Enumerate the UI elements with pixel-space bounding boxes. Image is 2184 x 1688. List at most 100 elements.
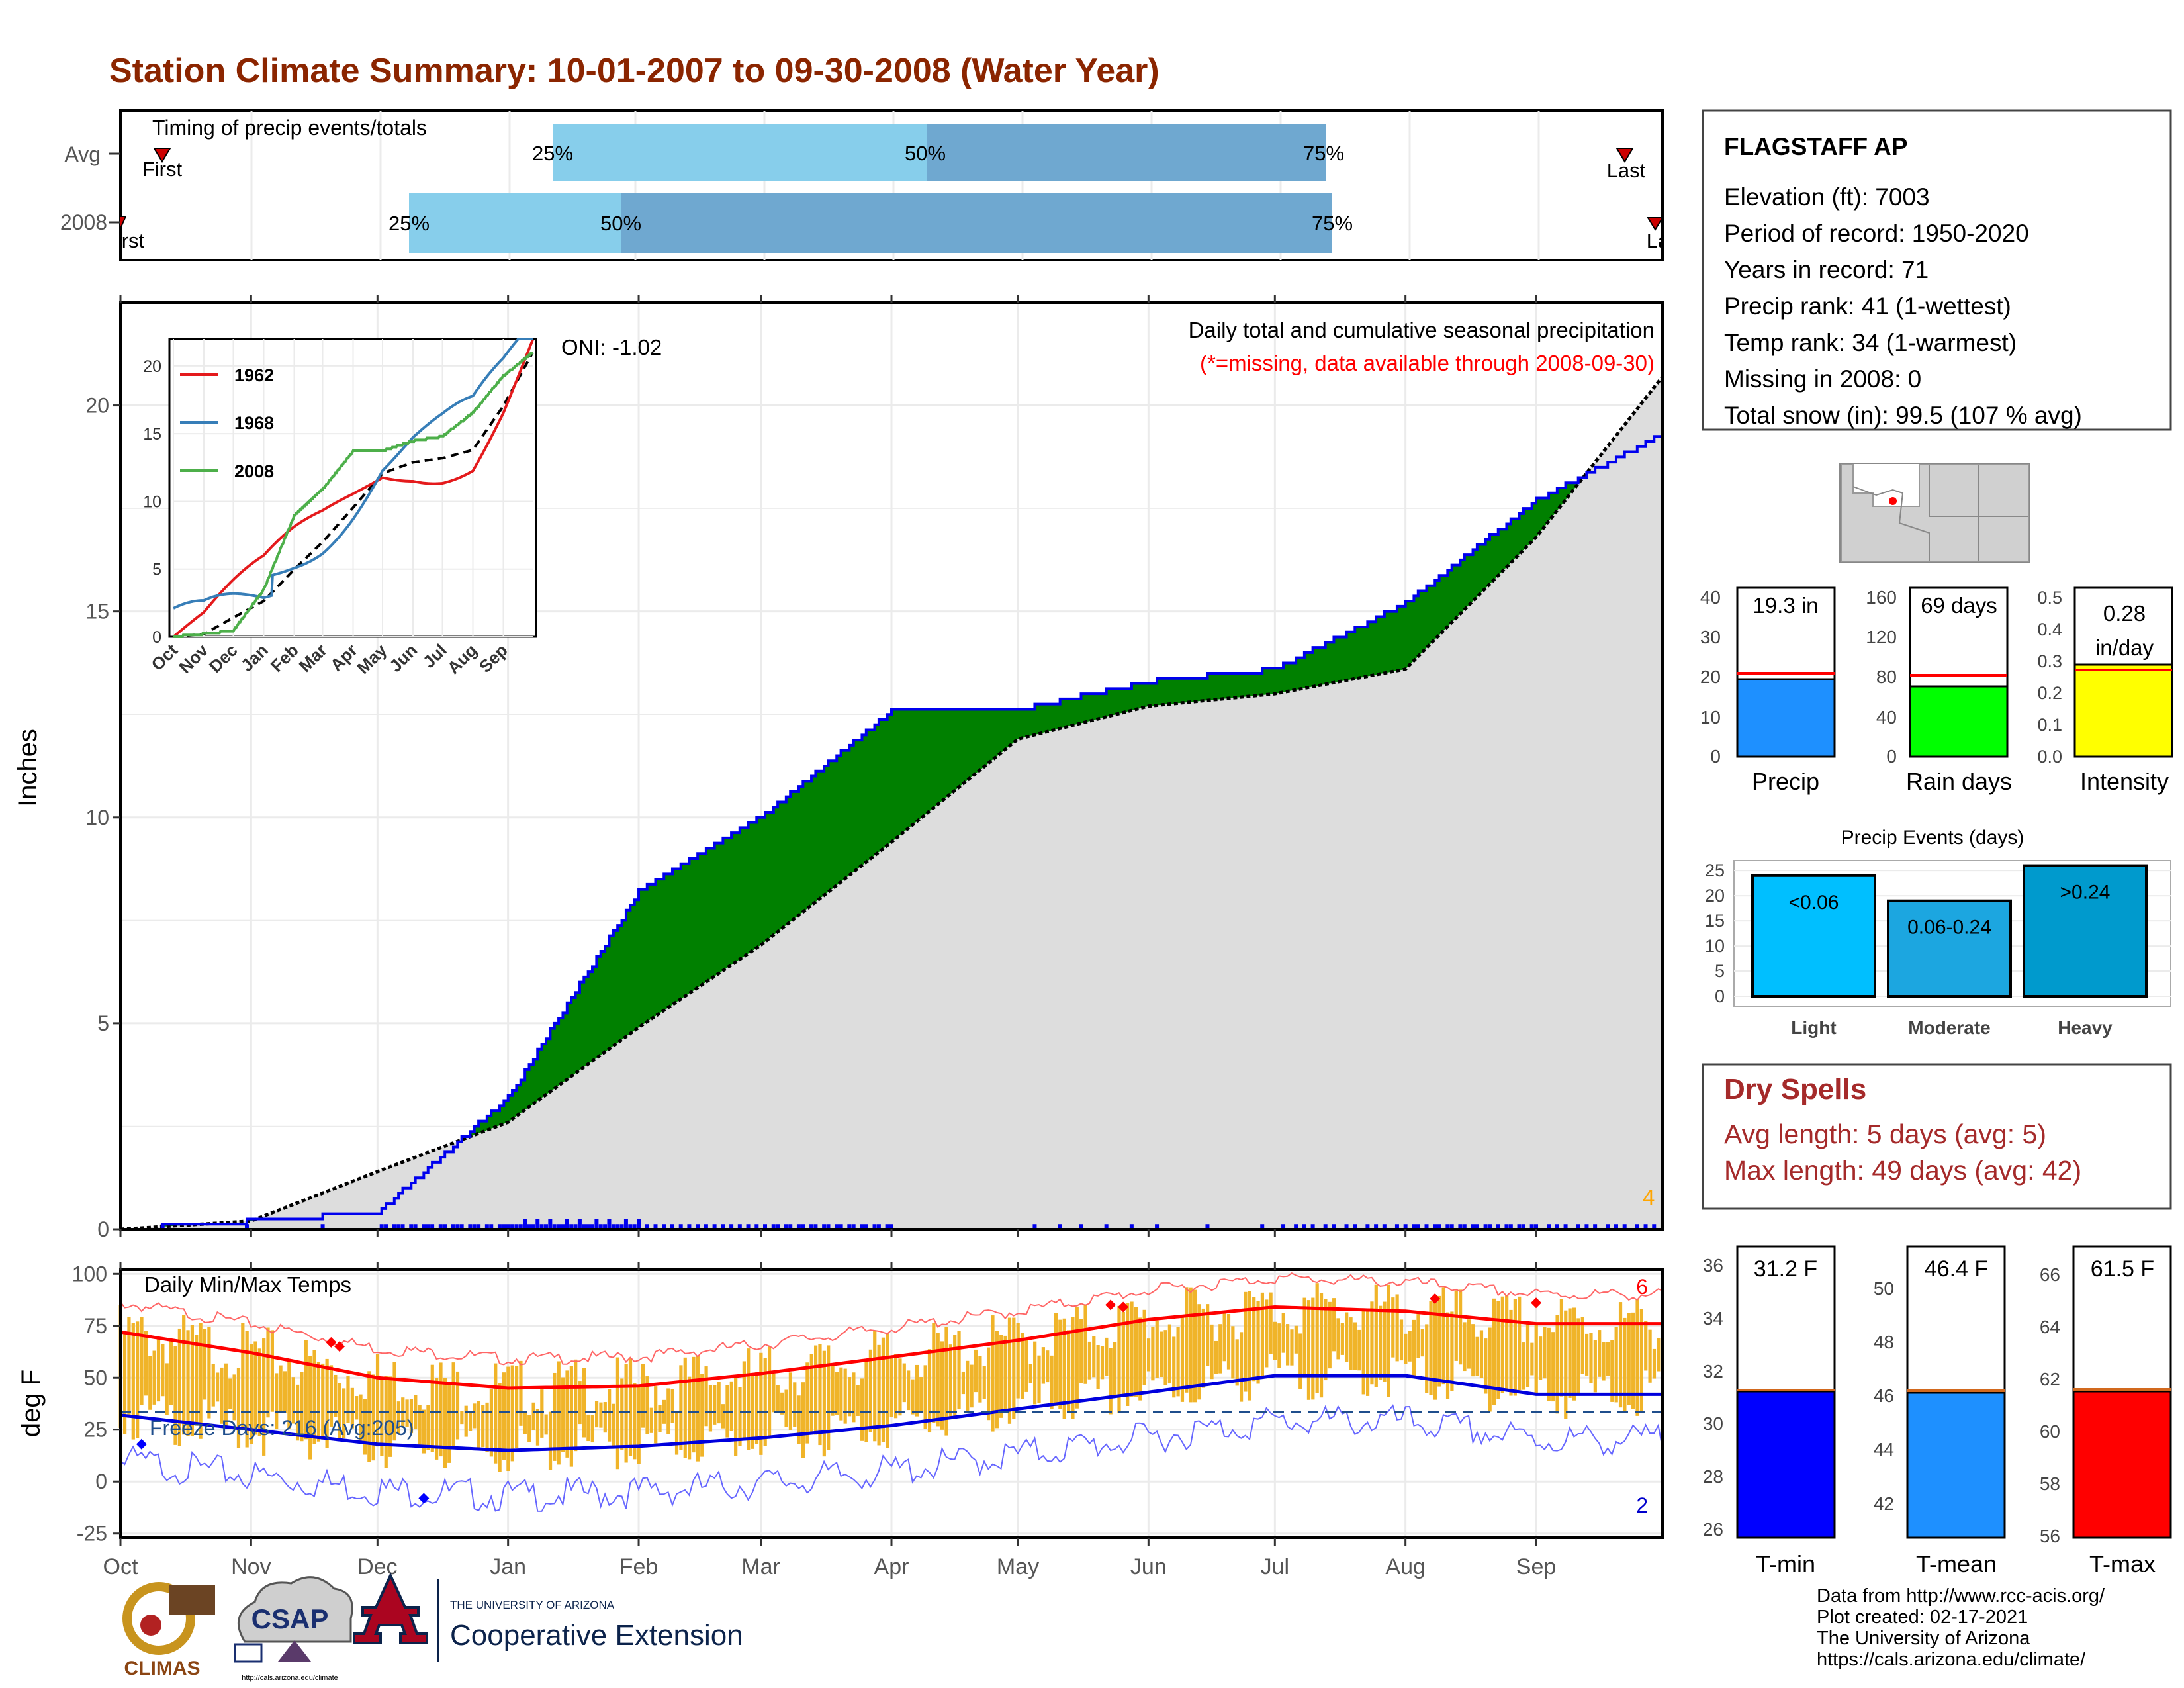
- daily-precip-bar: [864, 1224, 868, 1229]
- temp-range-bar: [1244, 1291, 1248, 1392]
- daily-precip-bar: [637, 1219, 641, 1229]
- legend-1968: 1968: [234, 413, 274, 433]
- inset-2008-line: [173, 352, 533, 638]
- daily-precip-bar: [1365, 1224, 1370, 1229]
- daily-precip-bar: [1521, 1224, 1525, 1229]
- daily-precip-bar: [771, 1224, 776, 1229]
- precip-bar: [1736, 678, 1836, 758]
- daily-precip-bar: [788, 1224, 793, 1229]
- precip-y-tick: 0: [97, 1217, 109, 1241]
- daily-precip-bar: [1424, 1224, 1429, 1229]
- temp-range-bar: [641, 1364, 645, 1428]
- temp-range-bar: [228, 1378, 232, 1409]
- daily-precip-bar: [1593, 1224, 1598, 1229]
- events-bars: <0.06 Light 0.06-0.24 Moderate >0.24 Heavy: [1751, 864, 2148, 1038]
- daily-precip-bar: [826, 1224, 831, 1229]
- temp-range-bar: [548, 1411, 553, 1470]
- temp-range-bar: [253, 1341, 257, 1435]
- daily-precip-bar: [422, 1224, 426, 1229]
- temp-range-bar: [182, 1315, 186, 1435]
- record-max-line: [120, 1272, 1663, 1366]
- temp-range-bar: [300, 1372, 304, 1442]
- temp-range-bar: [940, 1341, 944, 1430]
- daily-precip-bar: [539, 1224, 544, 1229]
- temp-range-bar: [780, 1392, 784, 1415]
- temp-range-bar: [1214, 1340, 1218, 1374]
- temp-range-bar: [1496, 1301, 1500, 1399]
- precip-y-axis: 0 5 10 15 20: [85, 394, 120, 1241]
- temp-range-bar: [784, 1389, 788, 1427]
- daily-precip-bar: [426, 1224, 430, 1229]
- tick: 48: [1874, 1332, 1894, 1352]
- temp-range-bar: [266, 1327, 270, 1418]
- tmin-label: T-min: [1756, 1550, 1815, 1577]
- daily-precip-bar: [1458, 1224, 1463, 1229]
- avg-q25-label: 25%: [532, 142, 573, 165]
- temp-range-bar: [177, 1328, 181, 1446]
- tick: 66: [2040, 1264, 2060, 1285]
- temp-range-bar: [856, 1385, 860, 1417]
- freeze-days-label: Freeze Days: 216 (Avg:205): [150, 1416, 414, 1440]
- tmean-value-text: 46.4 F: [1925, 1256, 1988, 1282]
- daily-precip-bar: [1260, 1224, 1265, 1229]
- temp-range-bar: [535, 1409, 540, 1446]
- daily-precip-bar: [1382, 1224, 1387, 1229]
- month-label: Jan: [490, 1554, 526, 1579]
- temp-range-bar: [236, 1368, 241, 1448]
- daily-precip-bar: [1555, 1224, 1559, 1229]
- temp-range-bar: [1525, 1324, 1530, 1387]
- temp-range-bar: [999, 1335, 1003, 1418]
- temp-range-bar: [270, 1330, 274, 1412]
- daily-precip-bar: [1412, 1224, 1416, 1229]
- temp-range-bar: [561, 1377, 565, 1452]
- daily-precip-bar: [611, 1224, 615, 1229]
- temp-range-bar: [1395, 1294, 1399, 1362]
- event-bar-label: Heavy: [2058, 1017, 2113, 1038]
- tmin-bar: [1736, 1390, 1836, 1539]
- tick: 56: [2040, 1526, 2060, 1546]
- daily-precip-bar: [670, 1224, 674, 1229]
- temp-range-bar: [818, 1344, 822, 1446]
- daily-precip-bar: [801, 1224, 805, 1229]
- avg-cumulative-line: [120, 375, 1664, 1231]
- temp-range-bar: [165, 1363, 169, 1415]
- daily-precip-bar: [472, 1224, 477, 1229]
- record-low-marker: [418, 1493, 430, 1504]
- temp-range-bar: [350, 1387, 354, 1429]
- temp-range-bar: [342, 1388, 346, 1438]
- temp-range-bar: [195, 1335, 199, 1426]
- temp-range-bar: [1652, 1348, 1657, 1379]
- temp-range-bar: [633, 1383, 637, 1460]
- daily-precip-bar: [776, 1224, 780, 1229]
- temp-range-bar: [473, 1403, 477, 1429]
- daily-precip-bar: [451, 1224, 455, 1229]
- temp-range-bar: [1522, 1342, 1525, 1390]
- daily-precip-bar: [645, 1224, 649, 1229]
- temp-range-bar: [1142, 1309, 1146, 1385]
- month-label: Feb: [619, 1554, 659, 1579]
- temp-range-bar: [1441, 1287, 1445, 1385]
- temp-range-bar: [927, 1349, 932, 1433]
- tmax-bar: [2072, 1390, 2172, 1539]
- temp-range-bar: [919, 1377, 923, 1413]
- tick: 0.3: [2037, 651, 2062, 671]
- temp-range-bar: [1066, 1330, 1071, 1413]
- temp-range-bar: [915, 1364, 919, 1417]
- temp-range-bar: [426, 1405, 430, 1450]
- precip-value-text: 19.3 in: [1752, 593, 1818, 618]
- tick: 10: [1700, 707, 1721, 727]
- raindays-value-text: 69 days: [1921, 593, 1997, 618]
- dry-spells-box: Dry Spells Avg length: 5 days (avg: 5) M…: [1702, 1063, 2172, 1210]
- temp-range-bar: [1197, 1304, 1201, 1400]
- temp-range-bar: [679, 1365, 683, 1450]
- temp-range-bar: [308, 1356, 312, 1460]
- avg-q50-label: 50%: [905, 142, 946, 165]
- temp-range-bar: [1201, 1308, 1205, 1388]
- station-line: Elevation (ft): 7003: [1724, 183, 1930, 211]
- temp-range-bar: [494, 1363, 498, 1464]
- temp-range-bar: [447, 1382, 451, 1463]
- temp-range-bar: [1033, 1341, 1037, 1405]
- temp-range-bar: [1593, 1340, 1597, 1393]
- daily-precip-bar: [1475, 1224, 1479, 1229]
- daily-precip-bar: [506, 1224, 510, 1229]
